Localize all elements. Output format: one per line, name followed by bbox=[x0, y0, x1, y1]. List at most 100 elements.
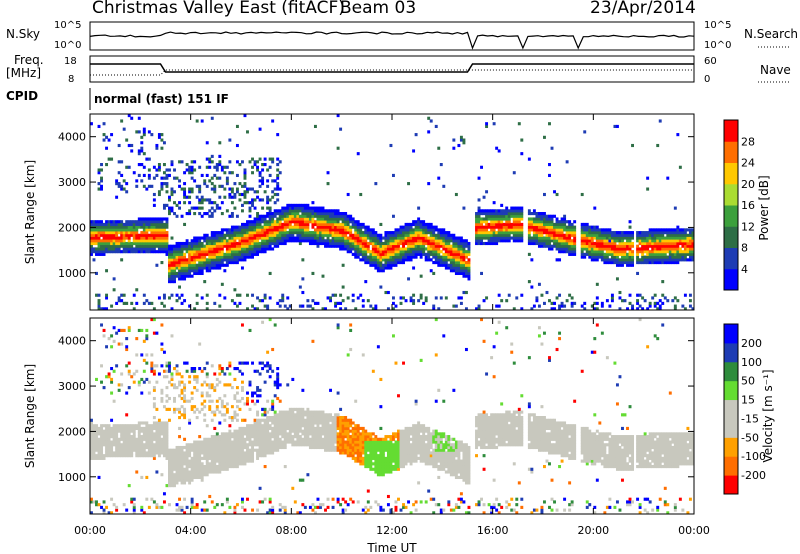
heatmap-cell bbox=[419, 239, 423, 243]
heatmap-cell bbox=[178, 505, 181, 509]
heatmap-cell bbox=[379, 261, 383, 265]
heatmap-cell bbox=[218, 421, 222, 425]
heatmap-cell bbox=[316, 231, 320, 235]
heatmap-cell bbox=[600, 250, 604, 254]
heatmap-cell bbox=[467, 271, 471, 276]
heatmap-cell bbox=[439, 236, 443, 240]
heatmap-cell bbox=[135, 233, 139, 237]
heatmap-cell bbox=[500, 222, 504, 227]
heatmap-cell bbox=[198, 448, 202, 452]
heatmap-cell bbox=[97, 451, 101, 455]
heatmap-cell bbox=[220, 233, 224, 237]
heatmap-cell bbox=[452, 247, 456, 251]
heatmap-cell bbox=[613, 252, 617, 256]
heatmap-cell bbox=[678, 241, 682, 246]
heatmap-cell bbox=[527, 209, 531, 213]
heatmap-cell bbox=[241, 231, 244, 235]
heatmap-cell bbox=[218, 462, 222, 466]
heatmap-cell bbox=[593, 255, 597, 259]
heatmap-cell bbox=[301, 304, 305, 308]
heatmap-cell bbox=[140, 448, 144, 452]
heatmap-cell bbox=[605, 299, 609, 303]
heatmap-cell bbox=[168, 212, 171, 216]
heatmap-cell bbox=[180, 250, 184, 254]
heatmap-cell bbox=[218, 261, 222, 265]
heatmap-cell bbox=[115, 437, 119, 441]
heatmap-cell bbox=[459, 135, 463, 139]
heatmap-cell bbox=[205, 440, 209, 444]
heatmap-cell bbox=[233, 511, 237, 515]
heatmap-cell bbox=[147, 391, 151, 395]
heatmap-cell bbox=[193, 456, 197, 460]
heatmap-cell bbox=[235, 462, 239, 466]
heatmap-cell bbox=[107, 429, 111, 433]
heatmap-cell bbox=[180, 396, 184, 401]
heatmap-cell bbox=[122, 228, 126, 232]
heatmap-cell bbox=[326, 212, 330, 216]
heatmap-cell bbox=[228, 445, 232, 450]
heatmap-cell bbox=[220, 369, 224, 373]
heatmap-cell bbox=[517, 228, 521, 232]
heatmap-cell bbox=[215, 470, 219, 474]
heatmap-cell bbox=[366, 231, 370, 235]
heatmap-cell bbox=[631, 231, 634, 235]
heatmap-cell bbox=[683, 233, 687, 237]
heatmap-cell bbox=[683, 255, 687, 259]
heatmap-cell bbox=[251, 220, 254, 224]
heatmap-cell bbox=[193, 206, 197, 210]
heatmap-cell bbox=[324, 214, 327, 218]
heatmap-cell bbox=[168, 244, 171, 248]
heatmap-cell bbox=[203, 454, 207, 458]
heatmap-cell bbox=[364, 228, 368, 232]
heatmap-cell bbox=[271, 214, 275, 218]
heatmap-cell bbox=[243, 432, 247, 436]
heatmap-cell bbox=[130, 375, 134, 379]
heatmap-cell bbox=[125, 454, 129, 458]
heatmap-cell bbox=[588, 233, 592, 237]
heatmap-cell bbox=[115, 225, 119, 229]
heatmap-cell bbox=[137, 225, 141, 229]
heatmap-cell bbox=[180, 255, 184, 259]
heatmap-cell bbox=[497, 293, 501, 297]
heatmap-cell bbox=[281, 239, 285, 243]
heatmap-cell bbox=[152, 402, 156, 406]
heatmap-cell bbox=[145, 241, 149, 246]
heatmap-cell bbox=[185, 459, 189, 463]
heatmap-cell bbox=[173, 266, 176, 270]
heatmap-cell bbox=[301, 212, 305, 216]
heatmap-cell bbox=[178, 456, 181, 460]
heatmap-cell bbox=[301, 290, 305, 295]
heatmap-cell bbox=[464, 263, 468, 267]
heatmap-cell bbox=[678, 233, 682, 237]
heatmap-cell bbox=[273, 225, 277, 229]
heatmap-cell bbox=[162, 244, 166, 248]
heatmap-cell bbox=[142, 250, 146, 254]
heatmap-cell bbox=[235, 190, 239, 194]
heatmap-cell bbox=[452, 239, 456, 243]
heatmap-cell bbox=[147, 380, 151, 384]
heatmap-cell bbox=[193, 448, 197, 452]
heatmap-cell bbox=[286, 217, 290, 221]
heatmap-cell bbox=[253, 239, 257, 243]
heatmap-cell bbox=[233, 255, 237, 259]
heatmap-cell bbox=[205, 212, 209, 216]
heatmap-cell bbox=[95, 500, 98, 504]
heatmap-cell bbox=[563, 222, 567, 227]
heatmap-cell bbox=[631, 255, 634, 259]
heatmap-cell bbox=[100, 505, 103, 509]
heatmap-cell bbox=[223, 187, 227, 191]
heatmap-cell bbox=[125, 413, 129, 417]
heatmap-cell bbox=[359, 247, 363, 251]
heatmap-cell bbox=[641, 233, 645, 237]
heatmap-cell bbox=[668, 233, 672, 237]
heatmap-cell bbox=[112, 277, 116, 281]
heatmap-cell bbox=[150, 367, 154, 371]
heatmap-cell bbox=[142, 293, 146, 297]
heatmap-cell bbox=[442, 231, 446, 235]
heatmap-cell bbox=[676, 244, 680, 248]
heatmap-cell bbox=[371, 261, 375, 265]
heatmap-cell bbox=[366, 244, 370, 248]
heatmap-cell bbox=[185, 263, 189, 267]
heatmap-cell bbox=[195, 247, 199, 251]
heatmap-cell bbox=[326, 236, 330, 240]
